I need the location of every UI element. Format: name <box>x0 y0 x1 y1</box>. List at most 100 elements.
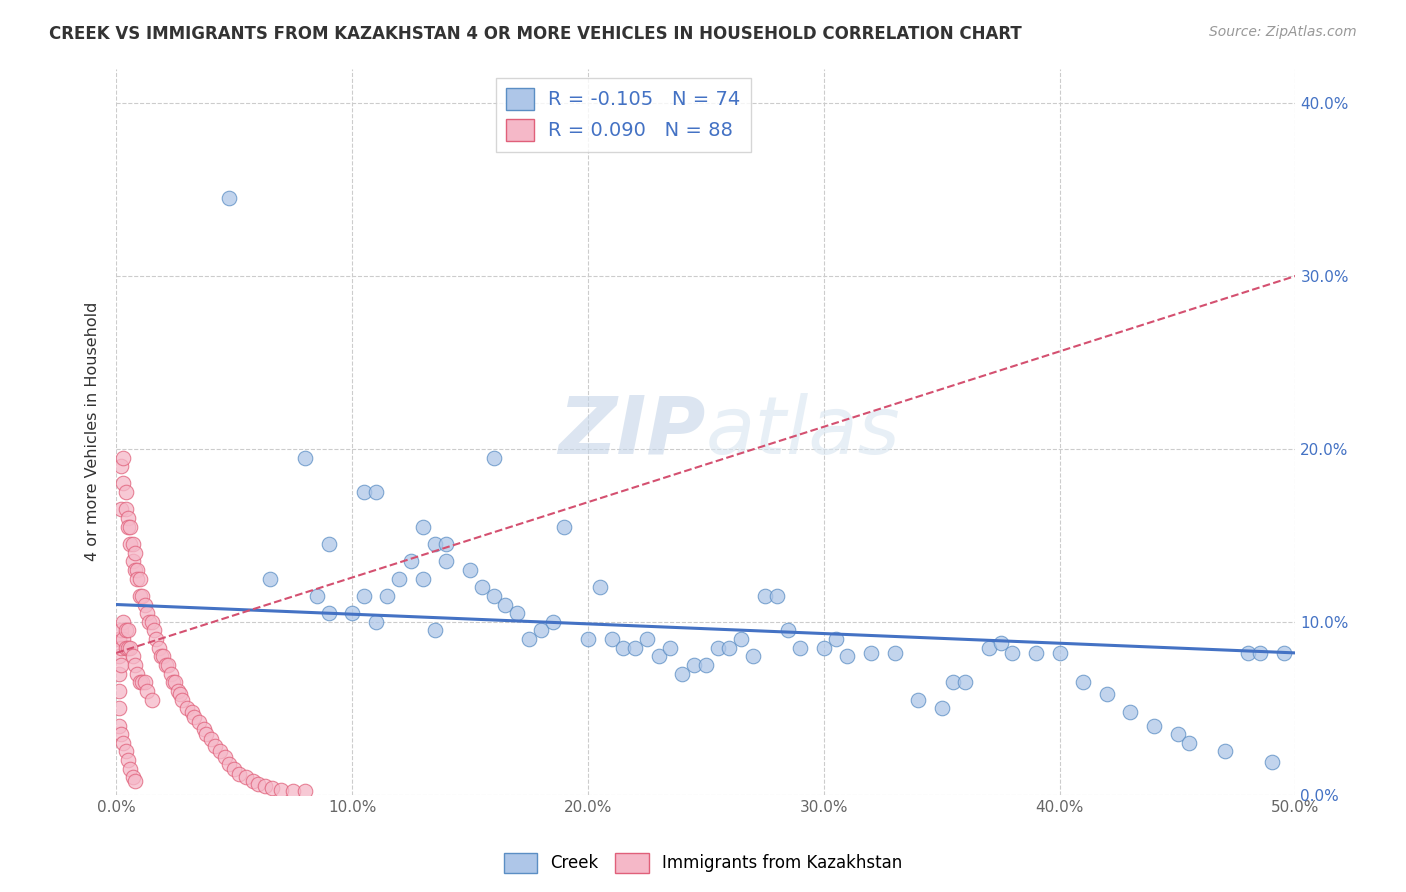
Point <box>165 675 187 690</box>
Text: Source: ZipAtlas.com: Source: ZipAtlas.com <box>1209 25 1357 39</box>
Point <box>541 615 564 629</box>
Point <box>114 640 136 655</box>
Point <box>121 537 143 551</box>
Point <box>824 632 846 646</box>
Point <box>990 635 1012 649</box>
Point <box>128 572 150 586</box>
Point <box>494 598 516 612</box>
Point <box>228 767 250 781</box>
Point <box>176 701 198 715</box>
Point <box>353 485 375 500</box>
Point <box>624 640 647 655</box>
Point <box>121 649 143 664</box>
Point <box>977 640 1000 655</box>
Point <box>162 675 184 690</box>
Point <box>183 710 205 724</box>
Point <box>235 771 257 785</box>
Point <box>600 632 623 646</box>
Point <box>260 780 283 795</box>
Point <box>112 615 135 629</box>
Point <box>859 646 882 660</box>
Point <box>110 624 132 638</box>
Point <box>553 519 575 533</box>
Point <box>152 649 174 664</box>
Point <box>1167 727 1189 741</box>
Point <box>127 666 149 681</box>
Point <box>517 632 540 646</box>
Point <box>143 624 166 638</box>
Point <box>765 589 787 603</box>
Point <box>778 624 800 638</box>
Point <box>1001 646 1024 660</box>
Point <box>482 450 505 465</box>
Point <box>377 589 399 603</box>
Point <box>114 624 136 638</box>
Point <box>281 784 304 798</box>
Point <box>155 658 177 673</box>
Point <box>388 572 411 586</box>
Point <box>117 519 139 533</box>
Point <box>127 572 149 586</box>
Point <box>837 649 859 664</box>
Point <box>114 485 136 500</box>
Point <box>150 649 173 664</box>
Point <box>131 589 153 603</box>
Point <box>127 563 149 577</box>
Point <box>706 640 728 655</box>
Point <box>294 450 316 465</box>
Point <box>120 762 142 776</box>
Point <box>128 589 150 603</box>
Point <box>242 773 264 788</box>
Point <box>107 649 129 664</box>
Point <box>172 692 194 706</box>
Point <box>1178 736 1201 750</box>
Point <box>318 606 340 620</box>
Point <box>112 450 135 465</box>
Point <box>110 658 132 673</box>
Point <box>636 632 658 646</box>
Point <box>117 511 139 525</box>
Point <box>110 727 132 741</box>
Point <box>136 684 159 698</box>
Point <box>107 684 129 698</box>
Point <box>121 554 143 568</box>
Point <box>107 701 129 715</box>
Point <box>148 640 170 655</box>
Point <box>318 537 340 551</box>
Point <box>110 502 132 516</box>
Point <box>1119 705 1142 719</box>
Point <box>214 749 236 764</box>
Point <box>166 684 188 698</box>
Point <box>364 485 387 500</box>
Point <box>364 615 387 629</box>
Point <box>124 658 146 673</box>
Point <box>200 732 222 747</box>
Point <box>458 563 481 577</box>
Point <box>340 606 363 620</box>
Point <box>412 519 434 533</box>
Point <box>114 502 136 516</box>
Point <box>742 649 765 664</box>
Point <box>294 784 316 798</box>
Point <box>124 773 146 788</box>
Point <box>695 658 717 673</box>
Point <box>813 640 835 655</box>
Point <box>141 615 163 629</box>
Point <box>412 572 434 586</box>
Point <box>194 727 217 741</box>
Point <box>187 715 209 730</box>
Point <box>305 589 328 603</box>
Point <box>124 546 146 560</box>
Point <box>683 658 706 673</box>
Point <box>907 692 929 706</box>
Point <box>659 640 682 655</box>
Point <box>159 666 181 681</box>
Point <box>169 687 191 701</box>
Point <box>180 705 202 719</box>
Point <box>120 519 142 533</box>
Point <box>436 537 458 551</box>
Point <box>136 606 159 620</box>
Point <box>718 640 741 655</box>
Point <box>112 736 135 750</box>
Point <box>114 744 136 758</box>
